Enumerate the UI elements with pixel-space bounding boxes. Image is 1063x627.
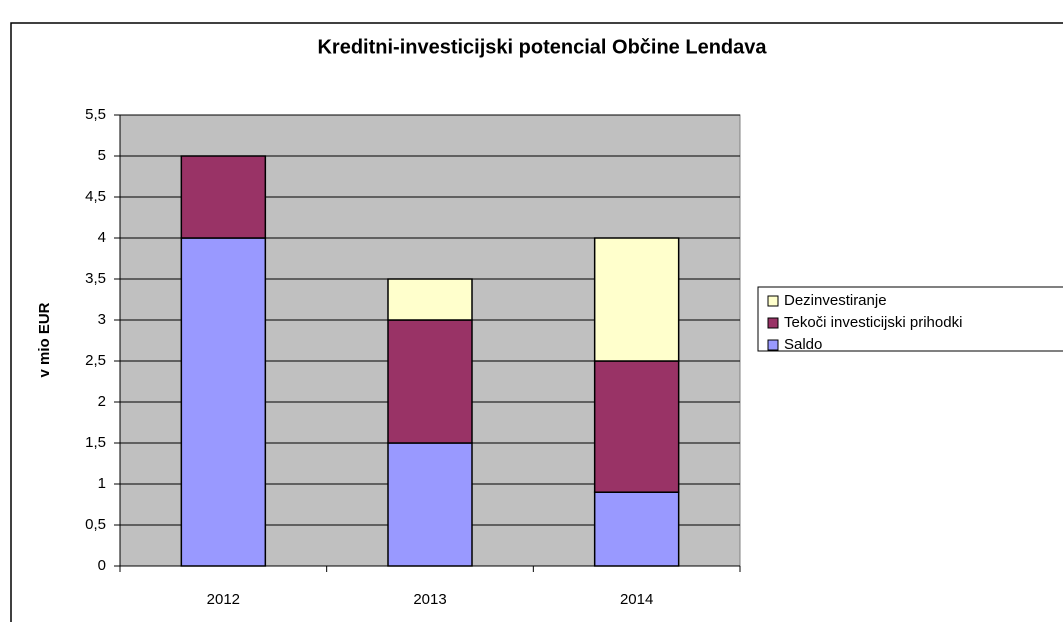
bar-segment — [593, 491, 680, 567]
y-tick-label: 1,5 — [85, 434, 106, 451]
y-tick-label: 0,5 — [85, 516, 106, 533]
x-tick-label: 2014 — [620, 591, 653, 608]
y-tick-label: 4,5 — [85, 188, 106, 205]
y-tick-label: 4 — [98, 229, 106, 246]
y-axis-label: v mio EUR — [36, 302, 53, 377]
bar-segment — [180, 237, 267, 567]
bar-segment — [593, 360, 680, 493]
y-tick-label: 3 — [98, 311, 106, 328]
bar-segment — [593, 237, 680, 362]
chart-title: Kreditni-investicijski potencial Občine … — [317, 36, 767, 58]
y-tick-label: 0 — [98, 557, 106, 574]
bar-segment — [387, 319, 473, 444]
y-tick-label: 2 — [98, 393, 106, 410]
legend-label: Tekoči investicijski prihodki — [784, 314, 962, 331]
legend-label: Saldo — [784, 336, 822, 353]
legend-swatch — [767, 295, 779, 307]
legend-box — [757, 286, 1063, 352]
legend-swatch — [767, 339, 779, 351]
bar-segment — [180, 155, 267, 239]
y-tick-label: 3,5 — [85, 270, 106, 287]
bar-segment — [387, 278, 473, 321]
x-tick-label: 2012 — [207, 591, 240, 608]
y-tick-label: 5,5 — [85, 106, 106, 123]
legend-label: Dezinvestiranje — [784, 292, 887, 309]
x-tick-label: 2013 — [413, 591, 446, 608]
y-tick-label: 1 — [98, 475, 106, 492]
y-tick-label: 5 — [98, 147, 106, 164]
legend-swatch — [767, 317, 779, 329]
y-tick-label: 2,5 — [85, 352, 106, 369]
bar-segment — [387, 442, 473, 567]
